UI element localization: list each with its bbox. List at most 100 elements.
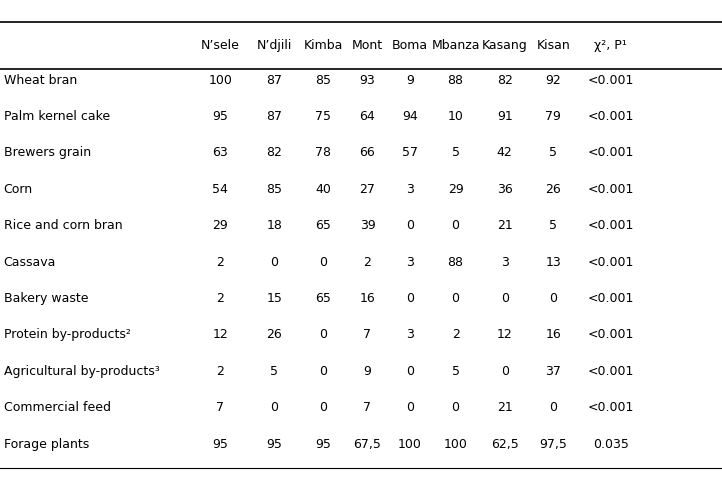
Text: 100: 100 — [398, 438, 422, 451]
Text: 0: 0 — [451, 401, 460, 414]
Text: Wheat bran: Wheat bran — [4, 74, 77, 87]
Text: 3: 3 — [406, 256, 414, 269]
Text: 0: 0 — [319, 329, 327, 342]
Text: 93: 93 — [360, 74, 375, 87]
Text: 100: 100 — [443, 438, 468, 451]
Text: 88: 88 — [448, 74, 464, 87]
Text: 2: 2 — [217, 365, 224, 378]
Text: <0.001: <0.001 — [588, 110, 634, 123]
Text: 0: 0 — [451, 292, 460, 305]
Text: 87: 87 — [266, 110, 282, 123]
Text: <0.001: <0.001 — [588, 292, 634, 305]
Text: 65: 65 — [316, 292, 331, 305]
Text: Bakery waste: Bakery waste — [4, 292, 88, 305]
Text: <0.001: <0.001 — [588, 256, 634, 269]
Text: <0.001: <0.001 — [588, 219, 634, 232]
Text: 0: 0 — [406, 365, 414, 378]
Text: 2: 2 — [364, 256, 371, 269]
Text: 7: 7 — [363, 329, 372, 342]
Text: 5: 5 — [270, 365, 279, 378]
Text: 2: 2 — [217, 292, 224, 305]
Text: 26: 26 — [546, 183, 561, 196]
Text: Palm kernel cake: Palm kernel cake — [4, 110, 110, 123]
Text: <0.001: <0.001 — [588, 183, 634, 196]
Text: Agricultural by-products³: Agricultural by-products³ — [4, 365, 160, 378]
Text: 0: 0 — [406, 219, 414, 232]
Text: 95: 95 — [316, 438, 331, 451]
Text: 0: 0 — [549, 292, 557, 305]
Text: Cassava: Cassava — [4, 256, 56, 269]
Text: 5: 5 — [549, 147, 557, 160]
Text: N’djili: N’djili — [257, 39, 292, 52]
Text: 5: 5 — [451, 365, 460, 378]
Text: 5: 5 — [549, 219, 557, 232]
Text: 0: 0 — [549, 401, 557, 414]
Text: 16: 16 — [546, 329, 561, 342]
Text: 100: 100 — [208, 74, 232, 87]
Text: 65: 65 — [316, 219, 331, 232]
Text: 78: 78 — [315, 147, 331, 160]
Text: 66: 66 — [360, 147, 375, 160]
Text: 54: 54 — [212, 183, 228, 196]
Text: 12: 12 — [497, 329, 513, 342]
Text: 82: 82 — [266, 147, 282, 160]
Text: 26: 26 — [266, 329, 282, 342]
Text: 12: 12 — [212, 329, 228, 342]
Text: 97,5: 97,5 — [539, 438, 567, 451]
Text: 42: 42 — [497, 147, 513, 160]
Text: Brewers grain: Brewers grain — [4, 147, 91, 160]
Text: 21: 21 — [497, 401, 513, 414]
Text: 0: 0 — [319, 256, 327, 269]
Text: Kisan: Kisan — [536, 39, 570, 52]
Text: Protein by-products²: Protein by-products² — [4, 329, 131, 342]
Text: 36: 36 — [497, 183, 513, 196]
Text: 9: 9 — [406, 74, 414, 87]
Text: 85: 85 — [266, 183, 282, 196]
Text: 92: 92 — [546, 74, 561, 87]
Text: 5: 5 — [451, 147, 460, 160]
Text: 10: 10 — [448, 110, 464, 123]
Text: 75: 75 — [315, 110, 331, 123]
Text: 94: 94 — [402, 110, 417, 123]
Text: Boma: Boma — [391, 39, 428, 52]
Text: <0.001: <0.001 — [588, 401, 634, 414]
Text: 0: 0 — [500, 292, 509, 305]
Text: 79: 79 — [546, 110, 561, 123]
Text: 13: 13 — [546, 256, 561, 269]
Text: 91: 91 — [497, 110, 513, 123]
Text: 7: 7 — [216, 401, 225, 414]
Text: 95: 95 — [266, 438, 282, 451]
Text: 7: 7 — [363, 401, 372, 414]
Text: 0: 0 — [270, 401, 279, 414]
Text: 0: 0 — [319, 365, 327, 378]
Text: 3: 3 — [406, 183, 414, 196]
Text: 0: 0 — [319, 401, 327, 414]
Text: 16: 16 — [360, 292, 375, 305]
Text: 9: 9 — [364, 365, 371, 378]
Text: χ², P¹: χ², P¹ — [594, 39, 627, 52]
Text: 29: 29 — [448, 183, 464, 196]
Text: 88: 88 — [448, 256, 464, 269]
Text: Corn: Corn — [4, 183, 32, 196]
Text: 0.035: 0.035 — [593, 438, 629, 451]
Text: <0.001: <0.001 — [588, 147, 634, 160]
Text: 0: 0 — [500, 365, 509, 378]
Text: 3: 3 — [406, 329, 414, 342]
Text: 27: 27 — [360, 183, 375, 196]
Text: Forage plants: Forage plants — [4, 438, 89, 451]
Text: 64: 64 — [360, 110, 375, 123]
Text: <0.001: <0.001 — [588, 74, 634, 87]
Text: 18: 18 — [266, 219, 282, 232]
Text: 0: 0 — [451, 219, 460, 232]
Text: <0.001: <0.001 — [588, 365, 634, 378]
Text: Rice and corn bran: Rice and corn bran — [4, 219, 122, 232]
Text: 57: 57 — [401, 147, 418, 160]
Text: 40: 40 — [316, 183, 331, 196]
Text: Mont: Mont — [352, 39, 383, 52]
Text: 37: 37 — [546, 365, 561, 378]
Text: 3: 3 — [501, 256, 508, 269]
Text: Kimba: Kimba — [303, 39, 343, 52]
Text: 0: 0 — [270, 256, 279, 269]
Text: N’sele: N’sele — [201, 39, 240, 52]
Text: 85: 85 — [315, 74, 331, 87]
